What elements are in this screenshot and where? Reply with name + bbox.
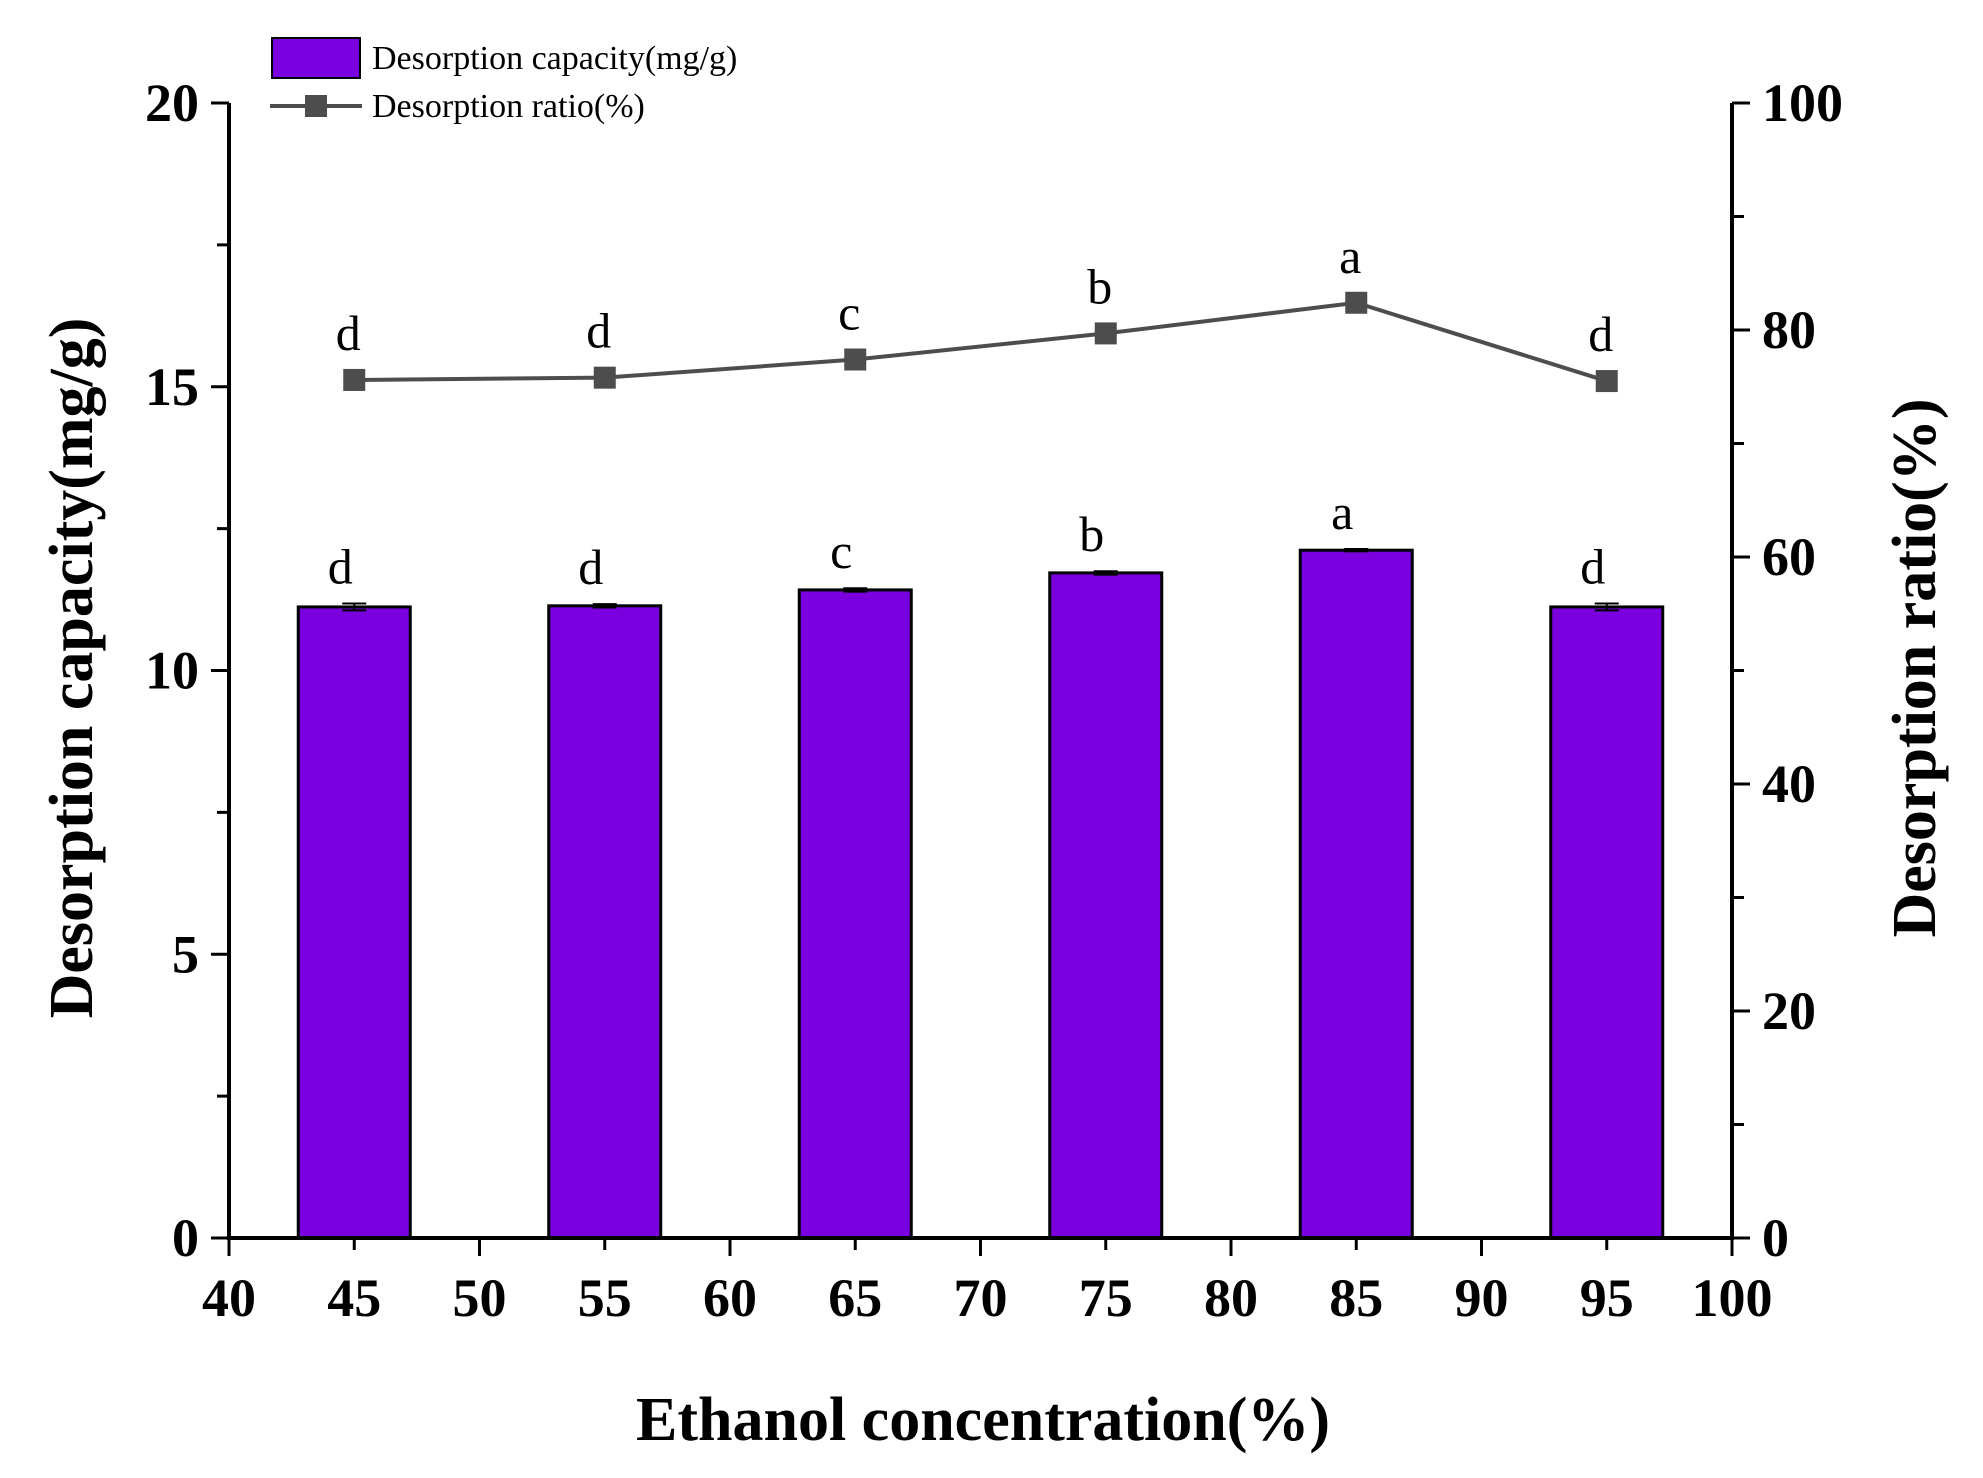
x-axis-title: Ethanol concentration(%) xyxy=(636,1386,1330,1454)
bar-significance-label-55: d xyxy=(578,539,603,595)
legend-line-label: Desorption ratio(%) xyxy=(372,88,645,125)
bar-55 xyxy=(547,604,663,1240)
right-y-axis-title: Desorption ratio(%) xyxy=(1881,399,1949,938)
line-significance-label-65: c xyxy=(838,285,860,341)
right-y-tick-label-100: 100 xyxy=(1762,73,1843,133)
line-marker-45 xyxy=(343,368,366,391)
left-y-axis-title: Desorption capacity(mg/g) xyxy=(38,318,106,1019)
right-y-tick-label-0: 0 xyxy=(1762,1208,1789,1268)
bar-45 xyxy=(296,605,412,1240)
x-tick-label-90: 90 xyxy=(1455,1268,1509,1328)
x-tick-label-55: 55 xyxy=(578,1268,632,1328)
bar-significance-label-45: d xyxy=(328,539,353,595)
legend: Desorption capacity(mg/g) Desorption rati… xyxy=(270,37,737,125)
left-y-tick-label-20: 20 xyxy=(145,73,199,133)
legend-bar-label: Desorption capacity(mg/g) xyxy=(372,40,737,77)
x-tick-label-80: 80 xyxy=(1204,1268,1258,1328)
bar-65 xyxy=(797,588,913,1240)
x-tick-label-85: 85 xyxy=(1329,1268,1383,1328)
line-marker-95 xyxy=(1595,370,1618,393)
line-significance-label-55: d xyxy=(586,303,611,359)
desorption-ratio-line xyxy=(354,300,1608,383)
line-marker-75 xyxy=(1094,322,1117,345)
bar-95 xyxy=(1549,605,1665,1240)
bar-significance-label-75: b xyxy=(1079,506,1104,562)
left-y-tick-label-15: 15 xyxy=(145,357,199,417)
line-marker-55 xyxy=(593,366,616,389)
x-tick-label-95: 95 xyxy=(1580,1268,1634,1328)
right-y-tick-label-80: 80 xyxy=(1762,300,1816,360)
line-significance-label-85: a xyxy=(1339,228,1361,284)
bar-significance-label-65: c xyxy=(830,523,852,579)
axes-layer: 40 45 50 55 60 65 70 75 80 85 90 95 1000510152002040… xyxy=(145,73,1843,1328)
line-series-layer xyxy=(343,291,1618,393)
bar-85 xyxy=(1298,548,1414,1240)
x-tick-label-45: 45 xyxy=(327,1268,381,1328)
right-y-tick-label-60: 60 xyxy=(1762,527,1816,587)
bar-significance-label-95: d xyxy=(1580,539,1605,595)
x-tick-label-70: 70 xyxy=(954,1268,1008,1328)
significance-labels-layer: d d c b a d d d c b a d xyxy=(328,228,1614,595)
x-tick-label-40: 40 xyxy=(202,1268,256,1328)
left-y-tick-label-5: 5 xyxy=(172,924,199,984)
line-significance-label-75: b xyxy=(1087,258,1112,314)
x-tick-label-75: 75 xyxy=(1079,1268,1133,1328)
x-tick-label-100: 100 xyxy=(1692,1268,1773,1328)
x-tick-label-65: 65 xyxy=(828,1268,882,1328)
bar-significance-label-85: a xyxy=(1331,484,1353,540)
legend-line-marker xyxy=(305,95,327,117)
line-significance-label-45: d xyxy=(336,305,361,361)
axis-titles-layer: Ethanol concentration(%) Desorption capa… xyxy=(38,318,1949,1454)
x-tick-label-60: 60 xyxy=(703,1268,757,1328)
right-y-tick-label-40: 40 xyxy=(1762,754,1816,814)
x-tick-label-50: 50 xyxy=(453,1268,507,1328)
bar-series-layer xyxy=(296,548,1665,1240)
legend-bar-swatch xyxy=(271,37,361,79)
line-significance-label-95: d xyxy=(1588,306,1613,362)
bar-75 xyxy=(1048,571,1164,1240)
left-y-tick-label-10: 10 xyxy=(145,641,199,701)
line-marker-85 xyxy=(1345,291,1368,314)
left-y-tick-label-0: 0 xyxy=(172,1208,199,1268)
line-marker-65 xyxy=(844,348,867,371)
right-y-tick-label-20: 20 xyxy=(1762,981,1816,1041)
